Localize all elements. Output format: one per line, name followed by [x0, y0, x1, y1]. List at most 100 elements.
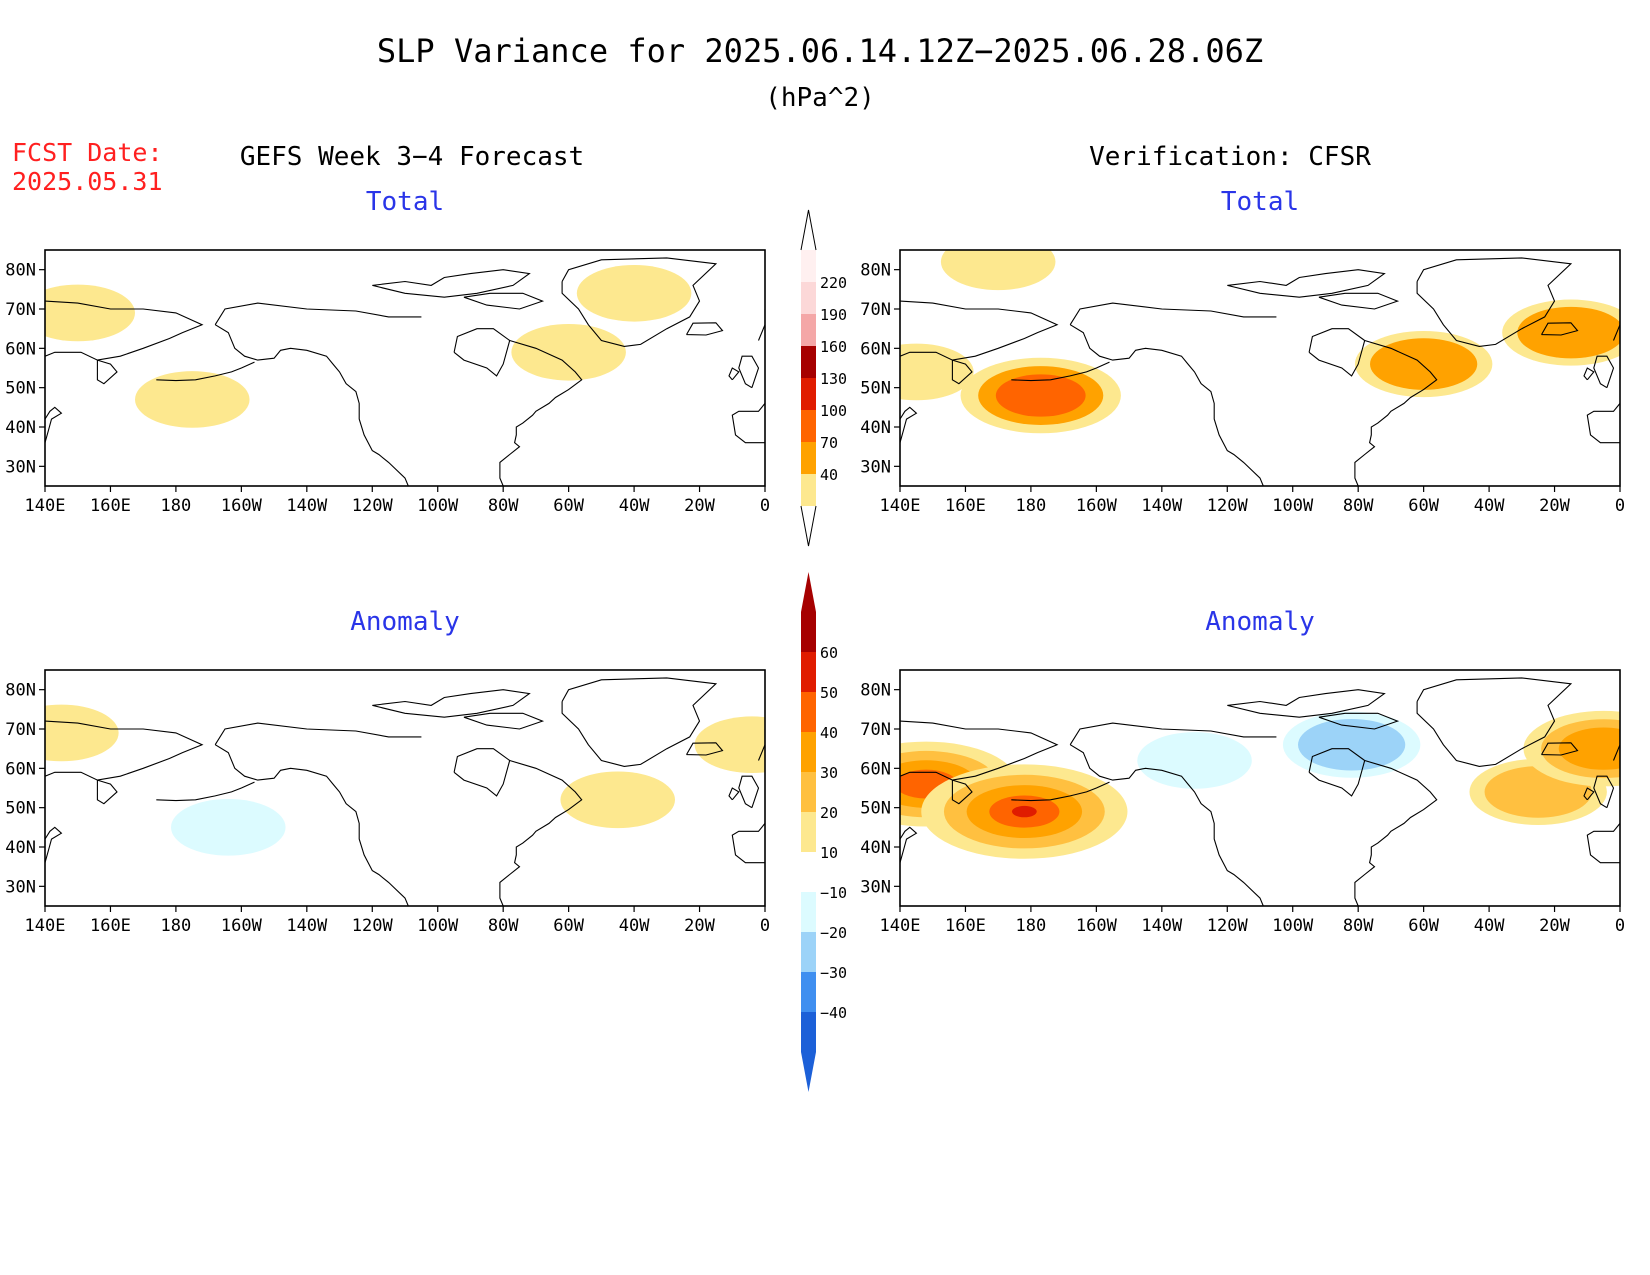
lon-tick-label: 40W — [1474, 496, 1505, 516]
lon-tick-label: 80W — [1343, 496, 1374, 516]
map-panel-verification-total: Total 140E 160E 180 160W 140W 120W 100W 80W 60W 40… — [860, 187, 1625, 516]
coastline — [1593, 775, 1615, 809]
colorbar-swatch — [801, 612, 816, 652]
coastline — [738, 355, 760, 389]
field-core — [1298, 718, 1406, 771]
coastline — [1318, 292, 1400, 310]
lon-tick-label: 180 — [1016, 496, 1047, 516]
lon-tick-label: 100W — [417, 496, 459, 516]
field-region — [900, 343, 974, 401]
lat-tick-label: 60N — [860, 339, 891, 359]
lat-tick-label: 40N — [860, 418, 891, 438]
coastline — [1583, 787, 1595, 801]
field-region — [45, 284, 135, 342]
lon-tick-label: 80W — [488, 496, 519, 516]
coastline — [463, 292, 545, 310]
coastline — [900, 300, 1059, 361]
lat-tick-label: 60N — [5, 759, 36, 779]
colorbar-swatch — [801, 972, 816, 1012]
lon-tick-label: 160W — [221, 496, 263, 516]
figure-title: SLP Variance for 2025.06.14.12Z−2025.06.… — [377, 32, 1263, 70]
colorbar-swatch — [801, 932, 816, 972]
lat-tick-label: 50N — [860, 799, 891, 819]
lon-tick-label: 20W — [684, 916, 715, 936]
lon-tick-label: 160W — [1076, 916, 1118, 936]
lat-tick-label: 70N — [5, 720, 36, 740]
coastline — [45, 720, 204, 781]
coastline — [372, 689, 531, 718]
lon-tick-label: 160W — [221, 916, 263, 936]
lon-tick-label: 0 — [760, 496, 770, 516]
colorbar-label: −20 — [820, 924, 847, 942]
coastline — [96, 779, 118, 805]
coastline — [453, 328, 511, 377]
colorbar-swatch — [801, 346, 816, 378]
lon-tick-label: 180 — [161, 916, 192, 936]
colorbar-swatch — [801, 692, 816, 732]
coastline — [1011, 781, 1110, 802]
fcst-date-value: 2025.05.31 — [12, 167, 163, 196]
coastline — [214, 722, 422, 745]
coastline — [45, 826, 63, 863]
lon-tick-label: 140W — [286, 496, 328, 516]
colorbar-swatch — [801, 732, 816, 772]
colorbar-swatch — [801, 378, 816, 410]
units-label: (hPa^2) — [765, 83, 875, 113]
coastline — [156, 781, 255, 802]
colorbar-swatch — [801, 410, 816, 442]
colorbar-label: 30 — [820, 764, 838, 782]
panel-label-forecast-total: Total — [366, 187, 444, 217]
colorbar-label: 10 — [820, 844, 838, 862]
lon-tick-label: 120W — [1207, 496, 1249, 516]
map-panel-verification-anomaly: Anomaly 140E 160E 180 160W 140W 120W 100W 80W 60W… — [860, 607, 1625, 936]
map-panel-forecast-anomaly: Anomaly 140E 160E 180 160W 140W 120W 100W 80W 60W… — [5, 607, 770, 936]
coastline — [731, 403, 765, 444]
colorbar-label: 160 — [820, 338, 847, 356]
colorbar-label: 130 — [820, 370, 847, 388]
colorbar-label: 100 — [820, 402, 847, 420]
coastline — [1354, 339, 1438, 486]
field-region — [511, 323, 626, 381]
lat-tick-label: 50N — [5, 379, 36, 399]
map-frame — [899, 669, 1621, 907]
lat-tick-label: 80N — [860, 681, 891, 701]
field-region — [576, 264, 692, 322]
colorbar-label: 220 — [820, 274, 847, 292]
lon-tick-label: 160E — [945, 496, 986, 516]
coastline — [1416, 257, 1573, 347]
lon-tick-label: 60W — [553, 916, 584, 936]
coastline — [1069, 744, 1264, 906]
coastline — [45, 406, 63, 443]
coastline — [561, 677, 718, 767]
lon-tick-label: 40W — [1474, 916, 1505, 936]
coastline — [1318, 712, 1400, 730]
coastline — [728, 787, 740, 801]
coastline — [499, 339, 583, 486]
lon-tick-label: 120W — [1207, 916, 1249, 936]
colorbar-swatch — [801, 314, 816, 346]
coastline — [453, 748, 511, 797]
lat-tick-label: 40N — [5, 418, 36, 438]
coastline — [156, 361, 255, 382]
coastline — [1416, 677, 1573, 767]
coastline — [951, 359, 973, 385]
lon-tick-label: 20W — [684, 496, 715, 516]
coastline — [1541, 322, 1579, 336]
coastline — [1612, 309, 1620, 341]
map-frame — [44, 249, 766, 487]
coastline — [686, 322, 724, 336]
lat-tick-label: 30N — [860, 877, 891, 897]
coastline — [499, 759, 583, 906]
lon-tick-label: 60W — [553, 496, 584, 516]
panel-label-verification-anomaly: Anomaly — [1205, 607, 1315, 637]
lon-tick-label: 140E — [880, 496, 921, 516]
lon-tick-label: 100W — [1272, 916, 1314, 936]
coastline — [214, 324, 409, 486]
panel-label-verification-total: Total — [1221, 187, 1299, 217]
lat-tick-label: 30N — [5, 877, 36, 897]
lon-tick-label: 180 — [1016, 916, 1047, 936]
lon-tick-label: 140E — [25, 916, 66, 936]
field-core — [1558, 727, 1620, 770]
coastline — [757, 309, 765, 341]
coastline — [1541, 742, 1579, 756]
